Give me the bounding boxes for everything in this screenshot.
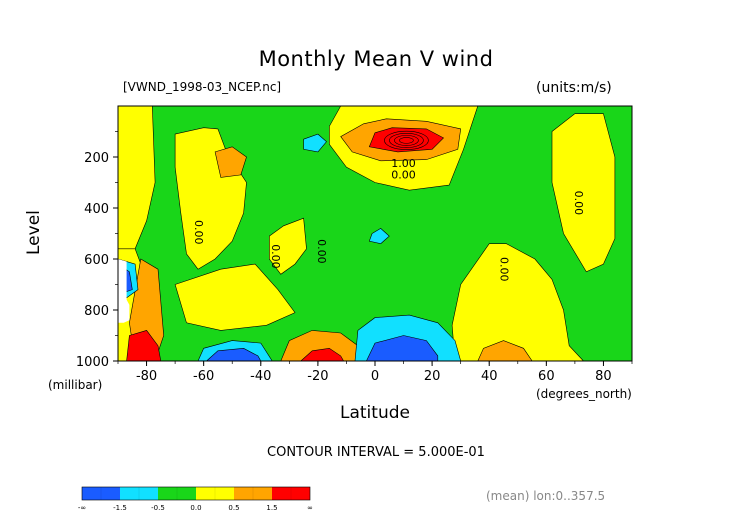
colorbar-bin-yellow <box>196 487 234 500</box>
colorbar-tick-label: -1.5 <box>113 504 127 512</box>
y-tick-label: 800 <box>84 304 109 319</box>
contour-region-yellow-east-upper <box>551 113 616 273</box>
colorbar-tick-label: ∞ <box>307 504 313 512</box>
y-tick-label: 1000 <box>76 355 109 370</box>
contour-ring-2 <box>389 132 424 148</box>
x-tick-label: 0 <box>371 369 379 384</box>
colorbar-tick-label: 0.0 <box>190 504 201 512</box>
y-axis-label: Level <box>24 210 44 255</box>
x-tick-label: -40 <box>250 369 271 384</box>
contour-region-yellow-south-mid <box>174 263 296 331</box>
contour-region-cyan-spot-upper <box>303 133 327 153</box>
x-tick-label: 80 <box>595 369 612 384</box>
colorbar-bin-red <box>272 487 310 500</box>
colorbar-bin-orange <box>234 487 272 500</box>
contour-region-cyan-spot-mid <box>368 228 390 245</box>
colorbar-tick-label: 0.5 <box>228 504 239 512</box>
contour-label: 0.00 <box>315 239 328 264</box>
contour-region-yellow-east-lower <box>451 243 585 362</box>
contour-label: 1.00 <box>391 157 416 170</box>
x-tick-label: 20 <box>424 369 441 384</box>
contour-label: 0.00 <box>269 244 282 269</box>
colorbar-bin-cyan <box>120 487 158 500</box>
colorbar-tick-label: 1.5 <box>266 504 277 512</box>
colorbar-tick-label: -0.5 <box>151 504 165 512</box>
contour-region-red-equator-core <box>368 127 445 153</box>
contour-region-orange-minor-60 <box>214 146 247 178</box>
contour-label: 0.00 <box>498 257 511 282</box>
x-tick-label: -60 <box>193 369 214 384</box>
y-tick-label: 600 <box>84 253 109 268</box>
colorbar-tick-label: -∞ <box>78 504 86 512</box>
chart-title: Monthly Mean V wind <box>258 47 494 71</box>
colorbar-bin-green <box>158 487 196 500</box>
contour-interval-text: CONTOUR INTERVAL = 5.000E-01 <box>267 445 485 460</box>
x-tick-label: 60 <box>538 369 555 384</box>
units-label: (units:m/s) <box>536 80 612 96</box>
contour-label: 0.00 <box>572 191 585 216</box>
mean-text: (mean) lon:0..357.5 <box>486 489 606 503</box>
y-tick-label: 200 <box>84 151 109 166</box>
contour-label: 0.00 <box>192 220 205 245</box>
contour-label: 0.00 <box>391 169 416 182</box>
y-unit-label: (millibar) <box>48 378 103 392</box>
colorbar-bin-blue <box>82 487 120 500</box>
contour-region-yellow-column-30 <box>268 217 307 275</box>
x-tick-label: -20 <box>307 369 328 384</box>
contour-region-red-south80 <box>126 330 162 362</box>
x-unit-label: (degrees_north) <box>536 387 632 401</box>
x-tick-label: -80 <box>136 369 157 384</box>
y-tick-label: 400 <box>84 202 109 217</box>
file-label: [VWND_1998-03_NCEP.nc] <box>123 80 282 94</box>
colorbar-frame <box>81 486 311 501</box>
missing-data-region <box>118 259 130 323</box>
contour-ring-3 <box>394 135 419 146</box>
x-axis-label: Latitude <box>340 403 410 423</box>
contour-ring-1 <box>384 130 429 150</box>
contour-ring-4 <box>399 137 414 144</box>
x-tick-label: 40 <box>481 369 498 384</box>
